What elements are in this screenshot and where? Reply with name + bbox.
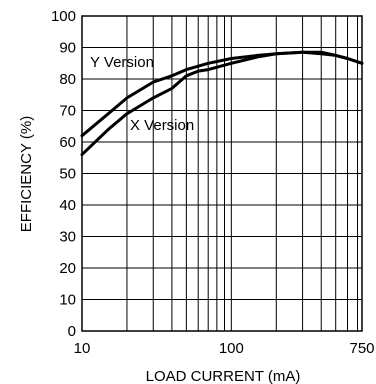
x-tick-label: 10 xyxy=(74,340,91,357)
x-tick-label: 100 xyxy=(219,340,244,357)
y-tick-label: 60 xyxy=(59,134,76,151)
y-axis-label: EFFICIENCY (%) xyxy=(18,116,35,232)
y-tick-label: 10 xyxy=(59,292,76,309)
y-tick-label: 70 xyxy=(59,103,76,120)
series-group xyxy=(80,50,364,157)
x-axis-label: LOAD CURRENT (mA) xyxy=(146,368,301,384)
y-tick-label: 0 xyxy=(68,323,76,340)
y-tick-label: 40 xyxy=(59,197,76,214)
y-tick-label: 90 xyxy=(59,40,76,57)
y-tick-label: 100 xyxy=(51,8,76,25)
y-tick-label: 50 xyxy=(59,166,76,183)
x-tick-label: 750 xyxy=(349,340,374,357)
y-tick-label: 30 xyxy=(59,229,76,246)
series-label-y-version: Y Version xyxy=(90,54,154,71)
y-tick-label: 20 xyxy=(59,260,76,277)
series-label-x-version: X Version xyxy=(130,117,194,134)
plot-frame xyxy=(81,15,363,332)
series-line-x-version xyxy=(80,50,364,157)
y-tick-label: 80 xyxy=(59,71,76,88)
